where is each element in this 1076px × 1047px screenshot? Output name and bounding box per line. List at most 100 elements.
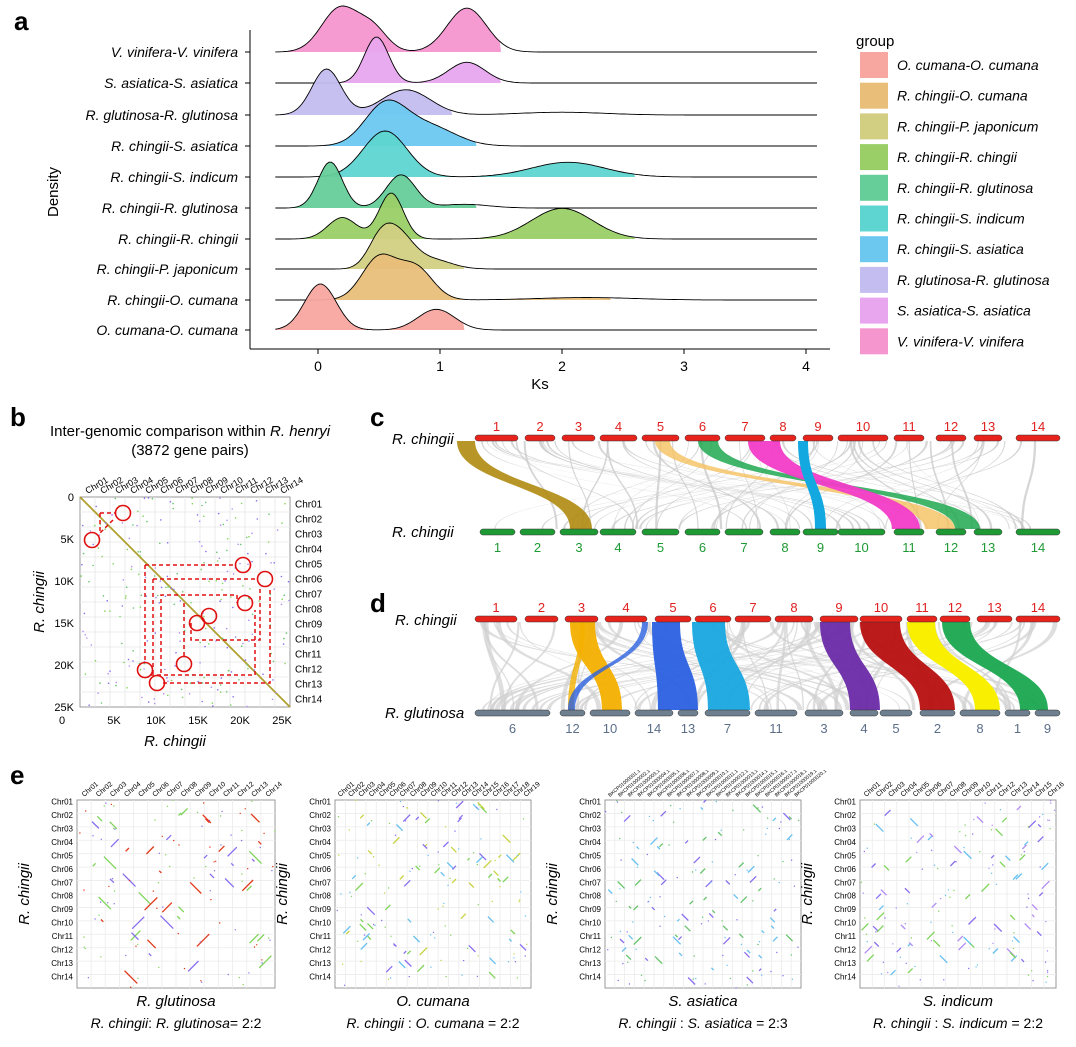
synteny-segment (1021, 844, 1027, 850)
dot (607, 949, 609, 951)
dot (107, 672, 109, 675)
dashed-arrow (150, 610, 256, 676)
dot (766, 827, 768, 830)
dot (92, 543, 94, 546)
synteny-segment (1001, 817, 1008, 823)
synteny-segment (384, 904, 391, 911)
synteny-segment (402, 814, 411, 823)
chromosome-bar (677, 709, 699, 717)
dot (239, 543, 242, 546)
self-dotplot: Chr01 Chr02 Chr03 Chr04 Chr05 Chr06 Chr07 Chr08… (31, 475, 323, 750)
grey-link (571, 441, 701, 529)
dot (241, 873, 243, 875)
grey-link (554, 441, 801, 529)
dot (248, 972, 250, 974)
synteny-segment (708, 912, 714, 919)
dot (142, 515, 144, 517)
dot (1046, 970, 1049, 972)
dot (222, 523, 225, 526)
synteny-segment (424, 818, 431, 824)
chromosome-bar (939, 615, 971, 623)
grey-link (713, 441, 816, 529)
dot (284, 502, 286, 505)
dot (1046, 971, 1049, 974)
dot (995, 883, 998, 886)
synteny-segment (953, 845, 962, 854)
dot (219, 524, 222, 526)
synteny-segment (406, 950, 412, 955)
dot (943, 979, 945, 981)
dot (210, 898, 212, 901)
synteny-segment (782, 812, 791, 821)
dot (84, 947, 87, 950)
y-tick-label: 25K (54, 702, 74, 714)
grey-link (725, 441, 776, 529)
synteny-segment (773, 908, 777, 912)
synteny-segment (1041, 862, 1049, 871)
synteny-segment (770, 925, 775, 929)
synteny-segment (256, 934, 265, 942)
synteny-segment (131, 916, 145, 930)
x-tick-label: 20K (230, 715, 250, 727)
dot (209, 846, 211, 848)
dot (230, 671, 233, 673)
dot (776, 951, 778, 954)
dot (144, 576, 147, 579)
grey-link (720, 622, 850, 710)
synteny-segment (241, 879, 254, 892)
dot (370, 820, 373, 822)
row-chr-label: Chr04 (579, 838, 601, 847)
dot (167, 680, 169, 682)
dot (122, 579, 125, 581)
dot (262, 673, 264, 675)
dot (139, 555, 141, 557)
dashed-arrow (190, 586, 261, 641)
row-chr-label: Chr05 (51, 851, 73, 860)
dot (1048, 819, 1051, 822)
dot (937, 867, 939, 870)
dot (782, 860, 784, 863)
row-chr-label: Chr08 (51, 892, 73, 901)
grey-link (624, 441, 752, 529)
highlight-circle (234, 556, 252, 574)
synteny-segment (927, 835, 933, 841)
ridge-label: R. chingii-P. japonicum (97, 261, 239, 277)
ridge-line (275, 222, 817, 270)
chromosome-label: 14 (1031, 540, 1045, 555)
chromosome-bar (474, 709, 551, 717)
chromosome-label: 5 (657, 419, 664, 434)
synteny-segment (926, 931, 935, 940)
synteny-segment (644, 957, 649, 962)
dot (219, 684, 222, 686)
dot (82, 630, 84, 633)
dot (760, 974, 763, 976)
grey-link (933, 622, 1012, 710)
y-tick-labels: V. vinifera-V. vinifera S. asiatica-S. as… (85, 44, 250, 338)
row-chr-label: Chr09 (51, 905, 73, 914)
dot (620, 859, 622, 861)
dot (269, 939, 271, 941)
dot (276, 529, 279, 531)
synteny-segment (178, 906, 185, 913)
chromosome-bar (859, 615, 903, 623)
chromosome-bar (906, 615, 938, 623)
synteny-segment (510, 929, 516, 935)
dot (135, 945, 137, 947)
dot (269, 593, 272, 596)
synteny-segment (403, 879, 411, 887)
grey-link (863, 622, 998, 710)
dot (964, 824, 966, 826)
dot (732, 809, 734, 812)
chromosome-bar (524, 434, 556, 442)
x-ticks: 0 1 2 3 4 (314, 349, 810, 374)
dot (115, 684, 117, 687)
dot (383, 892, 386, 894)
dot (984, 802, 986, 804)
dot (147, 497, 150, 499)
synteny-segment (422, 843, 428, 849)
dot (350, 895, 353, 898)
dot (476, 807, 478, 809)
dot (904, 923, 906, 925)
synteny-segment (623, 814, 631, 823)
chromosome-bar (559, 528, 599, 536)
